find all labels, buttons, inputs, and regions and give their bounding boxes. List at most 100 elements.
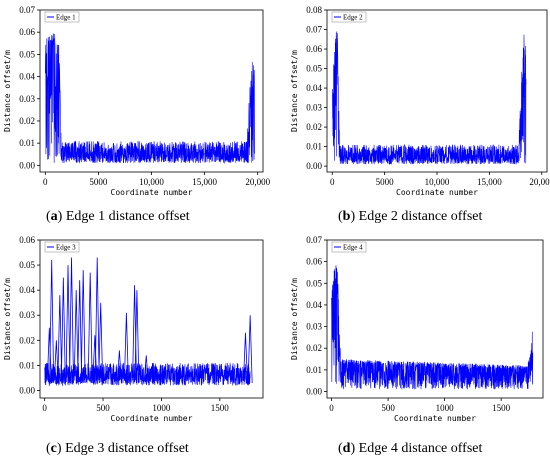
caption-letter-a: a bbox=[51, 209, 58, 224]
spike-c-0 bbox=[46, 327, 52, 383]
y-tick-label-c-6: 0.06 bbox=[19, 235, 35, 245]
y-tick-label-a-3: 0.03 bbox=[19, 94, 35, 104]
caption-text-c: Edge 3 distance offset bbox=[65, 441, 189, 456]
x-tick-label-b-3: 15,000 bbox=[477, 177, 502, 187]
y-tick-label-b-6: 0.06 bbox=[306, 44, 322, 54]
y-tick-label-b-2: 0.02 bbox=[306, 122, 322, 132]
spike-c-19 bbox=[243, 332, 248, 383]
y-tick-label-d-3: 0.03 bbox=[306, 322, 322, 332]
caption-letter-d: d bbox=[343, 441, 351, 456]
x-tick-label-b-4: 20,000 bbox=[529, 177, 550, 187]
spike-c-13 bbox=[98, 302, 104, 383]
caption-b: (b) Edge 2 distance offset bbox=[338, 209, 483, 224]
caption-text-a: Edge 1 distance offset bbox=[66, 209, 190, 224]
x-tick-label-d-2: 1000 bbox=[436, 403, 455, 413]
series-line-a bbox=[45, 33, 255, 164]
x-tick-label-a-2: 10,000 bbox=[139, 177, 164, 187]
series-line-d bbox=[331, 265, 534, 390]
legend-box-d bbox=[331, 241, 367, 253]
x-axis-label-a: Coordinate number bbox=[111, 188, 193, 197]
y-tick-label-d-0: 0.00 bbox=[306, 387, 322, 397]
y-tick-label-c-5: 0.05 bbox=[19, 260, 35, 270]
legend-box-b bbox=[331, 11, 367, 23]
x-tick-label-b-0: 0 bbox=[330, 177, 335, 187]
y-tick-label-a-6: 0.06 bbox=[19, 27, 35, 37]
legend-c: Edge 3 bbox=[44, 241, 80, 253]
x-tick-label-c-2: 1000 bbox=[152, 403, 171, 413]
y-tick-label-c-1: 0.01 bbox=[19, 360, 35, 370]
x-tick-label-a-0: 0 bbox=[43, 177, 48, 187]
y-tick-label-a-0: 0.00 bbox=[19, 160, 35, 170]
x-tick-label-d-3: 1500 bbox=[492, 403, 511, 413]
legend-label-a: Edge 1 bbox=[56, 14, 76, 22]
y-axis-label-a: Distance offset/m bbox=[3, 50, 12, 132]
y-tick-label-d-4: 0.04 bbox=[306, 300, 322, 310]
legend-d: Edge 4 bbox=[331, 241, 367, 253]
y-axis-label-d: Distance offset/m bbox=[290, 278, 299, 360]
x-tick-label-b-2: 10,000 bbox=[425, 177, 450, 187]
spike-c-11 bbox=[92, 335, 98, 383]
spike-c-9 bbox=[80, 270, 86, 383]
x-tick-label-d-1: 500 bbox=[381, 403, 395, 413]
x-tick-label-c-3: 1500 bbox=[211, 403, 230, 413]
series-line-c bbox=[44, 362, 251, 387]
chart-panel-c: 0 500 1000 1500 0.00 0.01 0.02 0.03 0.04 0.05 0.06… bbox=[3, 235, 264, 456]
chart-panel-a: 0 5000 10,000 15,000 20,000 0.00 0.01 0.02 0.03 0… bbox=[3, 5, 271, 224]
y-tick-label-b-7: 0.07 bbox=[306, 25, 322, 35]
caption-c: (c) Edge 3 distance offset bbox=[46, 441, 189, 456]
legend-b: Edge 2 bbox=[331, 11, 367, 23]
series-line-b bbox=[331, 31, 527, 165]
y-tick-label-c-0: 0.00 bbox=[19, 385, 35, 395]
y-tick-label-b-5: 0.05 bbox=[306, 64, 322, 74]
x-axis-label-d: Coordinate number bbox=[394, 414, 476, 423]
x-tick-label-a-1: 5000 bbox=[89, 177, 108, 187]
y-tick-label-a-1: 0.01 bbox=[19, 138, 35, 148]
caption-d: (d) Edge 4 distance offset bbox=[338, 441, 483, 456]
legend-label-b: Edge 2 bbox=[343, 14, 363, 22]
y-tick-label-d-7: 0.07 bbox=[306, 235, 322, 245]
y-tick-label-b-1: 0.01 bbox=[306, 142, 322, 152]
spike-c-18 bbox=[143, 355, 149, 383]
caption-text-d: Edge 4 distance offset bbox=[359, 441, 483, 456]
y-tick-label-d-2: 0.02 bbox=[306, 343, 322, 353]
legend-box-c bbox=[44, 241, 80, 253]
legend-label-d: Edge 4 bbox=[343, 244, 363, 252]
spike-c-6 bbox=[69, 257, 74, 383]
spike-c-4 bbox=[60, 277, 66, 383]
x-tick-label-b-1: 5000 bbox=[376, 177, 395, 187]
caption-letter-c: c bbox=[51, 441, 57, 456]
y-tick-label-b-8: 0.08 bbox=[306, 5, 322, 15]
y-tick-label-d-5: 0.05 bbox=[306, 278, 322, 288]
legend-a: Edge 1 bbox=[44, 11, 80, 23]
plot-frame-c bbox=[39, 239, 264, 399]
spike-c-20 bbox=[247, 315, 253, 383]
chart-panel-d: 0 500 1000 1500 0.00 0.01 0.02 0.03 0.04 0.05 0.06… bbox=[290, 235, 544, 456]
x-axis-label-c: Coordinate number bbox=[111, 414, 193, 423]
x-tick-label-c-0: 0 bbox=[42, 403, 47, 413]
y-tick-label-c-2: 0.02 bbox=[19, 335, 35, 345]
x-tick-label-a-4: 20,000 bbox=[245, 177, 270, 187]
spike-c-15 bbox=[124, 312, 129, 383]
spike-c-8 bbox=[77, 280, 83, 383]
spike-c-17 bbox=[134, 290, 140, 383]
spike-c-12 bbox=[94, 257, 100, 383]
spike-c-1 bbox=[49, 260, 55, 383]
caption-a: (a) Edge 1 distance offset bbox=[46, 209, 190, 224]
y-tick-label-d-6: 0.06 bbox=[306, 257, 322, 267]
y-tick-label-b-4: 0.04 bbox=[306, 83, 322, 93]
caption-letter-b: b bbox=[343, 209, 351, 224]
legend-label-c: Edge 3 bbox=[56, 244, 76, 252]
spike-c-2 bbox=[53, 340, 59, 383]
y-axis-label-c: Distance offset/m bbox=[3, 278, 12, 360]
y-tick-label-d-1: 0.01 bbox=[306, 365, 322, 375]
x-tick-label-a-3: 15,000 bbox=[192, 177, 217, 187]
spike-c-7 bbox=[73, 290, 79, 383]
y-tick-label-a-7: 0.07 bbox=[19, 5, 35, 15]
caption-text-b: Edge 2 distance offset bbox=[359, 209, 483, 224]
x-axis-label-b: Coordinate number bbox=[396, 188, 478, 197]
spike-c-10 bbox=[87, 272, 93, 383]
spike-c-3 bbox=[57, 295, 63, 383]
y-tick-label-b-0: 0.00 bbox=[306, 161, 322, 171]
plot-frame-d bbox=[326, 239, 544, 399]
y-axis-label-b: Distance offset/m bbox=[290, 50, 299, 132]
